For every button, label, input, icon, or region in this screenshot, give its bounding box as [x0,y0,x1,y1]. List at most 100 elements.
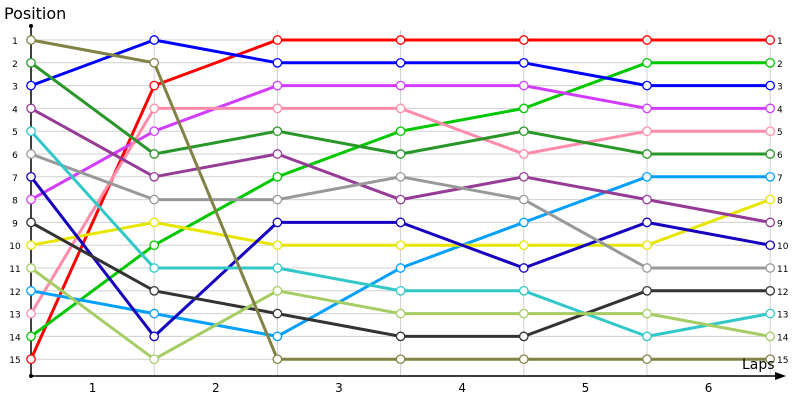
data-point-marker [642,35,652,45]
data-point-marker [149,331,160,342]
x-axis-title: Laps [742,357,775,373]
data-point-marker [395,149,406,159]
data-point-marker [272,149,283,159]
data-point-marker [395,331,406,342]
data-point-marker [518,263,529,273]
data-point-marker [272,240,283,251]
data-point-marker [518,194,529,205]
origin-dot [29,374,33,378]
data-point-marker [26,308,36,319]
y-tick-label: 8 [12,197,18,207]
y-axis-end-dot [29,24,33,28]
data-point-marker [765,240,776,251]
data-point-marker [518,149,529,159]
right-tick-label: 3 [777,83,783,93]
data-point-marker [26,331,36,342]
data-point-marker [765,149,776,159]
data-point-marker [26,171,36,182]
data-point-marker [518,103,529,114]
data-point-marker [642,149,652,159]
data-point-marker [149,171,160,182]
data-point-marker [765,126,776,137]
y-tick-label: 3 [12,83,18,93]
data-point-marker [149,149,160,159]
y-tick-label: 12 [9,288,20,298]
data-point-marker [26,149,36,159]
data-point-marker [395,240,406,251]
data-point-marker [395,171,406,182]
right-tick-label: 12 [777,288,788,298]
right-tick-label: 11 [777,265,788,275]
data-point-marker [149,240,160,251]
data-point-marker [149,217,160,228]
data-point-marker [765,354,776,365]
data-point-marker [26,194,36,205]
right-tick-label: 2 [777,60,783,70]
right-tick-label: 13 [777,311,788,321]
x-tick-label: 2 [212,381,220,395]
data-point-marker [272,217,283,228]
data-point-marker [642,57,652,68]
data-point-marker [518,354,529,365]
data-point-marker [518,308,529,319]
data-point-marker [395,217,406,228]
data-point-marker [642,263,652,273]
data-point-marker [272,194,283,205]
right-tick-label: 14 [777,333,789,343]
data-point-marker [395,126,406,137]
data-point-marker [518,331,529,342]
data-point-marker [395,354,406,365]
data-point-marker [272,126,283,137]
data-point-marker [765,285,776,296]
right-tick-label: 15 [777,356,788,366]
y-tick-label: 13 [9,311,20,321]
data-point-marker [272,103,283,114]
right-tick-label: 6 [777,151,783,161]
data-point-marker [272,263,283,273]
x-tick-label: 4 [458,381,466,395]
x-tick-label: 5 [582,381,590,395]
data-point-marker [518,126,529,137]
data-point-marker [642,80,652,91]
x-axis-arrow-icon [775,372,786,380]
data-point-marker [272,171,283,182]
y-tick-label: 11 [9,265,20,275]
data-point-marker [765,194,776,205]
right-tick-label: 7 [777,174,783,184]
data-point-marker [272,308,283,319]
data-point-marker [395,285,406,296]
data-point-marker [26,126,36,137]
data-point-marker [518,285,529,296]
x-tick-label: 3 [335,381,343,395]
y-tick-label: 15 [9,356,20,366]
data-point-marker [642,171,652,182]
data-point-marker [26,35,36,45]
data-point-marker [272,80,283,91]
data-point-marker [765,308,776,319]
data-point-marker [518,240,529,251]
data-point-marker [272,57,283,68]
data-point-marker [642,126,652,137]
data-point-marker [395,57,406,68]
data-point-marker [395,103,406,114]
right-tick-label: 10 [777,242,789,252]
data-point-marker [272,35,283,45]
data-point-marker [26,103,36,114]
data-point-marker [518,35,529,45]
data-point-marker [642,217,652,228]
data-point-marker [642,354,652,365]
data-point-marker [149,308,160,319]
y-tick-label: 2 [12,60,18,70]
y-tick-label: 10 [9,242,21,252]
data-point-marker [765,35,776,45]
y-tick-label: 5 [12,128,18,138]
y-tick-label: 6 [12,151,18,161]
data-point-marker [272,354,283,365]
data-point-marker [272,285,283,296]
data-point-marker [26,217,36,228]
data-point-marker [26,285,36,296]
data-point-marker [149,263,160,273]
data-point-marker [26,80,36,91]
